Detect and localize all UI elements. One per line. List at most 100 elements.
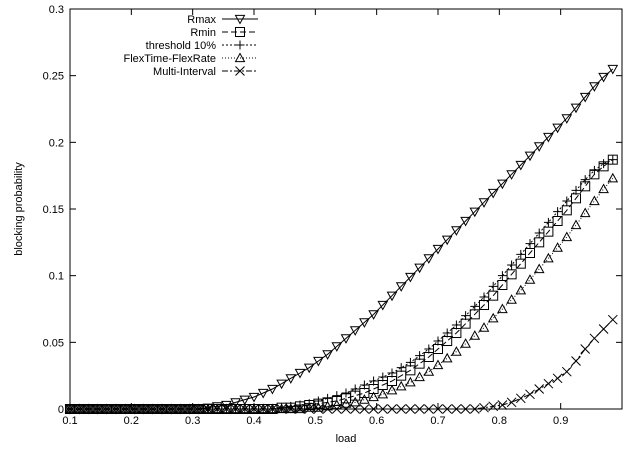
data-point bbox=[441, 352, 453, 363]
data-point bbox=[451, 404, 462, 414]
data-point bbox=[340, 398, 352, 408]
data-point bbox=[230, 404, 241, 414]
data-point bbox=[506, 397, 517, 408]
data-point bbox=[322, 400, 333, 411]
data-point bbox=[368, 310, 379, 320]
data-point bbox=[543, 226, 554, 237]
data-point bbox=[331, 404, 342, 414]
series-line bbox=[70, 319, 614, 410]
data-point bbox=[221, 404, 232, 414]
series-line bbox=[70, 68, 614, 410]
series-line bbox=[70, 178, 614, 410]
data-point bbox=[285, 374, 297, 384]
data-point bbox=[387, 368, 397, 378]
data-point bbox=[534, 228, 544, 238]
data-point bbox=[377, 404, 388, 414]
data-point bbox=[248, 392, 260, 403]
legend-label: Rmin bbox=[190, 27, 216, 39]
data-point bbox=[396, 363, 406, 373]
legend-label: threshold 10% bbox=[146, 40, 217, 52]
legend-entry-multi-interval: Multi-Interval bbox=[153, 66, 258, 78]
data-point bbox=[212, 404, 223, 414]
plot-area bbox=[64, 64, 619, 415]
data-point bbox=[83, 404, 94, 414]
x-tick-label: 0.3 bbox=[185, 415, 200, 427]
data-point bbox=[193, 403, 205, 414]
data-point bbox=[488, 281, 498, 291]
data-point bbox=[534, 237, 545, 248]
data-point bbox=[543, 378, 554, 389]
data-point bbox=[579, 207, 591, 218]
data-point bbox=[65, 404, 75, 414]
data-point bbox=[525, 389, 535, 400]
data-point bbox=[562, 196, 572, 206]
legend-label: Rmax bbox=[187, 14, 216, 26]
series-rmin bbox=[65, 154, 618, 414]
data-point bbox=[469, 404, 480, 414]
data-point bbox=[497, 271, 507, 281]
data-point bbox=[120, 404, 131, 414]
data-point bbox=[331, 342, 343, 352]
data-point bbox=[433, 336, 443, 346]
data-point bbox=[350, 384, 360, 394]
data-point bbox=[451, 346, 462, 356]
data-point bbox=[368, 391, 379, 402]
data-point bbox=[239, 395, 251, 406]
legend-marker bbox=[235, 66, 245, 76]
data-point bbox=[257, 388, 269, 399]
data-point bbox=[184, 404, 195, 414]
data-point bbox=[166, 404, 177, 414]
data-point bbox=[378, 372, 388, 382]
data-point bbox=[441, 235, 453, 246]
data-point bbox=[203, 404, 213, 414]
data-point bbox=[533, 263, 545, 274]
data-point bbox=[396, 404, 407, 414]
data-point bbox=[414, 358, 425, 369]
data-point bbox=[405, 272, 416, 283]
data-point bbox=[74, 404, 85, 414]
data-point bbox=[332, 391, 342, 401]
data-point bbox=[516, 249, 526, 259]
data-point bbox=[359, 380, 369, 390]
data-point bbox=[497, 400, 508, 410]
data-point bbox=[553, 207, 563, 217]
data-point bbox=[377, 388, 389, 399]
data-point bbox=[506, 170, 517, 180]
data-point bbox=[598, 324, 609, 334]
data-point bbox=[589, 82, 600, 92]
data-point bbox=[386, 291, 398, 302]
data-point bbox=[469, 330, 481, 340]
x-tick-label: 0.8 bbox=[492, 415, 507, 427]
data-point bbox=[497, 280, 508, 290]
legend-entry-rmax: Rmax bbox=[187, 14, 258, 26]
axes: 0.1 0.2 0.3 0.4 0.5 0.6 0.7 0.8 0.9 0 0.05 0.1 0.15 0… bbox=[43, 4, 623, 427]
y-tick-label: 0.1 bbox=[49, 271, 64, 283]
data-point bbox=[469, 207, 481, 218]
data-point bbox=[570, 103, 582, 114]
data-point bbox=[488, 290, 499, 301]
data-point bbox=[322, 404, 333, 414]
data-point bbox=[552, 242, 563, 252]
data-point bbox=[349, 326, 361, 336]
data-point bbox=[423, 254, 435, 264]
data-point bbox=[405, 376, 416, 387]
data-point bbox=[571, 356, 581, 366]
data-point bbox=[193, 404, 204, 414]
data-point bbox=[534, 384, 545, 394]
data-point bbox=[424, 344, 434, 354]
series-line bbox=[70, 159, 614, 410]
data-point bbox=[580, 175, 590, 185]
data-point bbox=[579, 92, 591, 103]
data-point bbox=[478, 322, 490, 332]
data-point bbox=[386, 384, 398, 395]
data-point bbox=[129, 404, 140, 414]
x-tick-label: 0.9 bbox=[553, 415, 568, 427]
data-point bbox=[432, 359, 444, 370]
x-axis-label: load bbox=[336, 433, 357, 445]
data-point bbox=[395, 380, 407, 391]
data-point bbox=[497, 303, 508, 314]
data-point bbox=[340, 334, 352, 344]
legend-label: Multi-Interval bbox=[153, 66, 216, 78]
data-point bbox=[515, 160, 527, 171]
data-point bbox=[304, 404, 315, 414]
